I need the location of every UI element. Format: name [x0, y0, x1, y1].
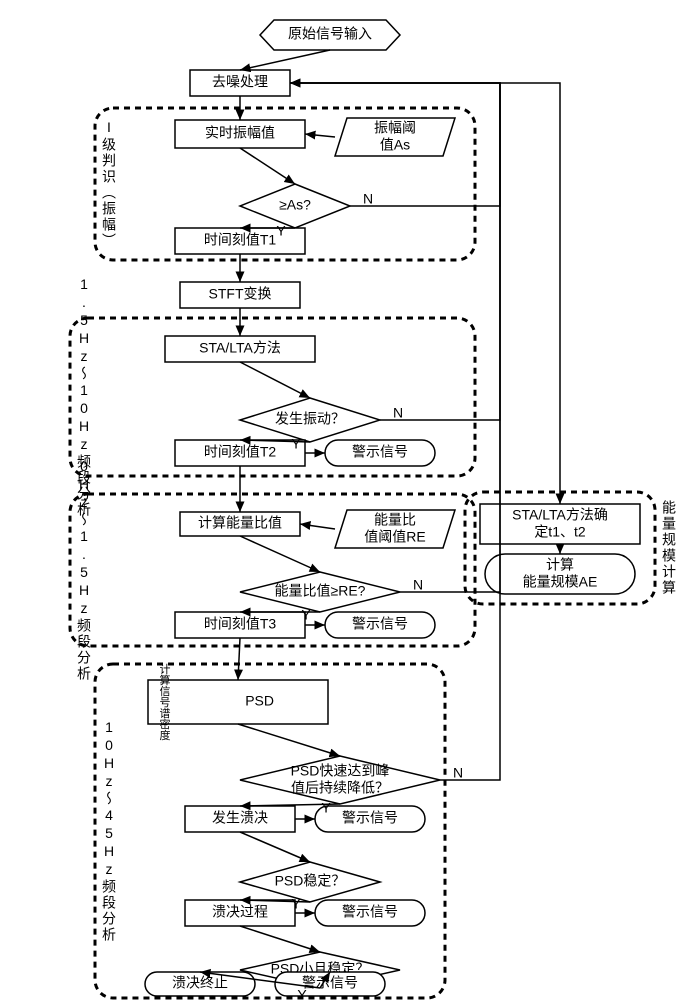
- svg-text:去噪处理: 去噪处理: [212, 74, 268, 90]
- svg-text:计算信号谱密度: 计算信号谱密度: [158, 663, 171, 741]
- svg-text:发生振动？: 发生振动？: [275, 411, 345, 427]
- svg-text:时间刻值T1: 时间刻值T1: [204, 232, 277, 248]
- svg-text:时间刻值T3: 时间刻值T3: [204, 616, 277, 632]
- svg-text:Y: Y: [301, 607, 311, 623]
- svg-text:0Hz～1.5Hz频段分析: 0Hz～1.5Hz频段分析: [76, 458, 92, 682]
- svg-text:10Hz～45Hz频段分析: 10Hz～45Hz频段分析: [101, 719, 117, 943]
- svg-text:STFT变换: STFT变换: [209, 286, 272, 302]
- svg-text:值阈值RE: 值阈值RE: [364, 529, 425, 545]
- svg-text:STA/LTA方法确: STA/LTA方法确: [512, 507, 608, 523]
- svg-text:能量规模AE: 能量规模AE: [523, 574, 598, 590]
- svg-text:振幅阈: 振幅阈: [374, 120, 416, 136]
- svg-text:I级判识（振幅）: I级判识（振幅）: [101, 119, 117, 249]
- svg-text:计算: 计算: [546, 557, 574, 573]
- svg-text:STA/LTA方法: STA/LTA方法: [199, 340, 281, 356]
- svg-text:值As: 值As: [380, 137, 410, 153]
- svg-text:警示信号: 警示信号: [352, 616, 408, 632]
- svg-text:能量规模计算: 能量规模计算: [661, 500, 677, 596]
- svg-text:警示信号: 警示信号: [352, 444, 408, 460]
- svg-text:Y: Y: [291, 896, 301, 912]
- svg-text:Y: Y: [276, 223, 286, 239]
- svg-text:≥As?: ≥As?: [279, 197, 311, 213]
- svg-text:能量比值≥RE?: 能量比值≥RE?: [275, 583, 366, 599]
- svg-text:PSD快速达到峰: PSD快速达到峰: [291, 763, 390, 779]
- svg-text:Y: Y: [321, 800, 331, 816]
- svg-text:N: N: [453, 765, 463, 781]
- svg-text:警示信号: 警示信号: [342, 904, 398, 920]
- svg-text:发生溃决: 发生溃决: [212, 810, 268, 826]
- svg-text:Y: Y: [297, 987, 307, 1000]
- svg-text:N: N: [413, 577, 423, 593]
- svg-text:值后持续降低？: 值后持续降低？: [291, 780, 389, 796]
- svg-text:溃决终止: 溃决终止: [172, 975, 228, 991]
- svg-text:PSD稳定？: PSD稳定？: [275, 873, 346, 889]
- svg-text:警示信号: 警示信号: [302, 975, 358, 991]
- svg-text:警示信号: 警示信号: [342, 810, 398, 826]
- svg-text:实时振幅值: 实时振幅值: [205, 125, 275, 141]
- svg-text:Y: Y: [291, 436, 301, 452]
- svg-text:计算能量比值: 计算能量比值: [198, 515, 282, 531]
- svg-text:原始信号输入: 原始信号输入: [288, 26, 372, 42]
- svg-text:能量比: 能量比: [374, 512, 416, 528]
- svg-text:定t1、t2: 定t1、t2: [534, 524, 586, 540]
- flowchart-canvas: I级判识（振幅）1.5Hz～10Hz频段分析0Hz～1.5Hz频段分析10Hz～…: [0, 0, 677, 1000]
- svg-text:N: N: [393, 405, 403, 421]
- svg-text:时间刻值T2: 时间刻值T2: [204, 444, 277, 460]
- svg-text:N: N: [363, 191, 373, 207]
- svg-text:溃决过程: 溃决过程: [212, 904, 268, 920]
- svg-text:PSD: PSD: [245, 693, 274, 709]
